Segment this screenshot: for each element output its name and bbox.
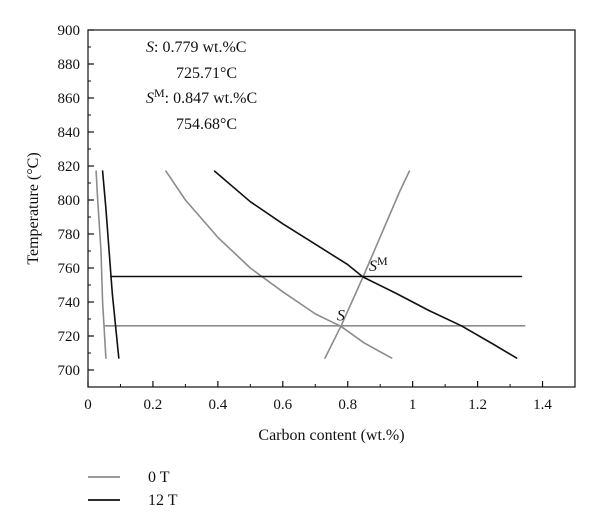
annotation-line-2: 725.71°C [176, 65, 237, 82]
y-tick-label: 900 [58, 23, 81, 39]
x-tick-label: 1.4 [533, 397, 552, 413]
series-line-0t-1 [165, 170, 393, 359]
series-layer [95, 170, 526, 359]
x-axis-title: Carbon content (wt.%) [258, 427, 404, 444]
y-axis-title: Temperature (°C) [25, 152, 42, 264]
series-line-12t-5 [213, 170, 518, 359]
y-tick-label: 860 [58, 91, 81, 107]
y-tick-label: 720 [58, 329, 81, 345]
x-tick-label: 1 [409, 397, 417, 413]
x-axis-ticks: 0 0.2 0.4 0.6 0.8 1 1.2 1.4 [84, 381, 576, 413]
x-tick-label: 0.4 [208, 397, 227, 413]
y-axis-ticks: 700 720 740 760 780 800 820 840 860 880 900 [58, 23, 94, 379]
y-tick-label: 700 [58, 363, 81, 379]
legend-label-0t: 0 T [148, 469, 170, 486]
point-labels: S SM [337, 254, 388, 324]
series-line-0t-0 [95, 170, 107, 359]
y-tick-label: 740 [58, 295, 81, 311]
y-tick-label: 880 [58, 57, 81, 73]
annotation-line-1: S: 0.779 wt.%C [146, 39, 246, 56]
y-tick-label: 820 [58, 159, 81, 175]
y-tick-label: 840 [58, 125, 81, 141]
legend: 0 T 12 T [88, 469, 178, 509]
annotation-block: S: 0.779 wt.%C 725.71°C SM: 0.847 wt.%C 754… [146, 39, 257, 133]
plot-frame [87, 29, 576, 388]
point-label-sm: SM [369, 254, 388, 275]
y-tick-label: 800 [58, 193, 81, 209]
x-tick-label: 0.2 [144, 397, 163, 413]
x-tick-label: 0.6 [273, 397, 292, 413]
legend-label-12t: 12 T [148, 492, 178, 509]
point-label-s: S [337, 307, 345, 324]
x-tick-label: 0.8 [338, 397, 357, 413]
annotation-line-3: SM: 0.847 wt.%C [146, 86, 257, 107]
annotation-line-4: 754.68°C [176, 116, 237, 133]
series-line-12t-4 [101, 170, 120, 359]
x-tick-label: 0 [84, 397, 92, 413]
y-tick-label: 780 [58, 227, 81, 243]
plot-area: 0 0.2 0.4 0.6 0.8 1 1.2 1.4 700 720 740 760 780 800 8… [58, 23, 576, 413]
y-tick-label: 760 [58, 261, 81, 277]
series-line-0t-2 [324, 170, 411, 359]
x-tick-label: 1.2 [468, 397, 487, 413]
